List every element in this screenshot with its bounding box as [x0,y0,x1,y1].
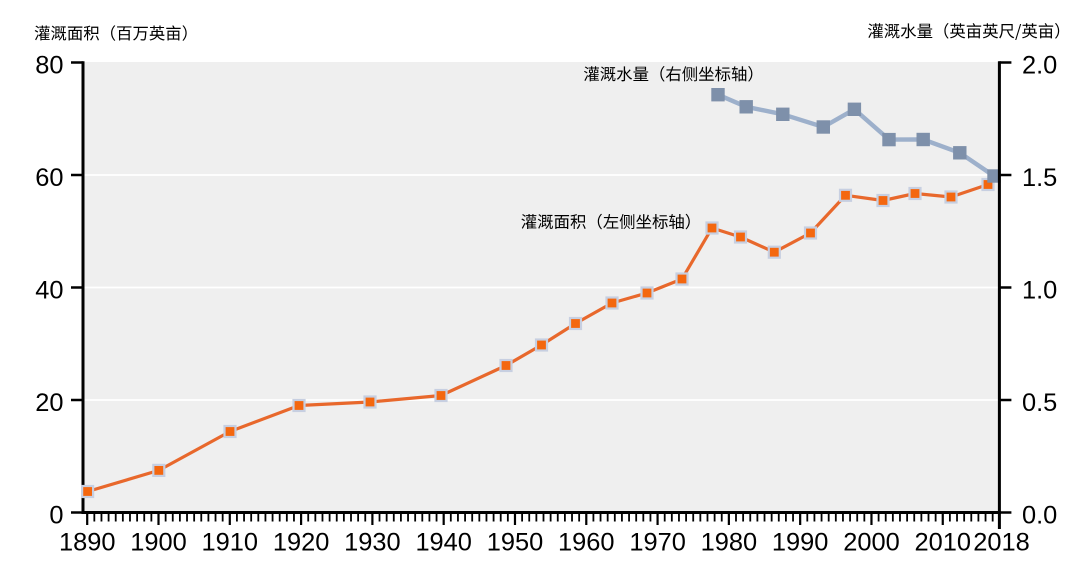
svg-text:1990: 1990 [772,529,828,557]
svg-text:1950: 1950 [487,529,543,557]
svg-text:1910: 1910 [202,529,258,557]
svg-text:1980: 1980 [701,529,757,557]
svg-text:1900: 1900 [130,529,186,557]
svg-text:1930: 1930 [344,529,400,557]
svg-text:2000: 2000 [843,529,899,557]
svg-text:1.5: 1.5 [1022,164,1057,192]
svg-text:2010: 2010 [915,529,971,557]
svg-text:0: 0 [49,502,63,530]
svg-text:1920: 1920 [273,529,329,557]
svg-text:2018: 2018 [973,529,1029,557]
svg-text:60: 60 [35,164,63,192]
svg-text:1970: 1970 [629,529,685,557]
svg-text:20: 20 [35,389,63,417]
svg-text:2.0: 2.0 [1022,52,1057,80]
svg-text:1960: 1960 [558,529,614,557]
svg-text:1.0: 1.0 [1022,277,1057,305]
svg-text:80: 80 [35,52,63,80]
svg-text:1940: 1940 [415,529,471,557]
svg-text:40: 40 [35,277,63,305]
svg-text:0.5: 0.5 [1022,389,1057,417]
svg-text:1890: 1890 [59,529,115,557]
svg-text:0.0: 0.0 [1022,502,1057,530]
